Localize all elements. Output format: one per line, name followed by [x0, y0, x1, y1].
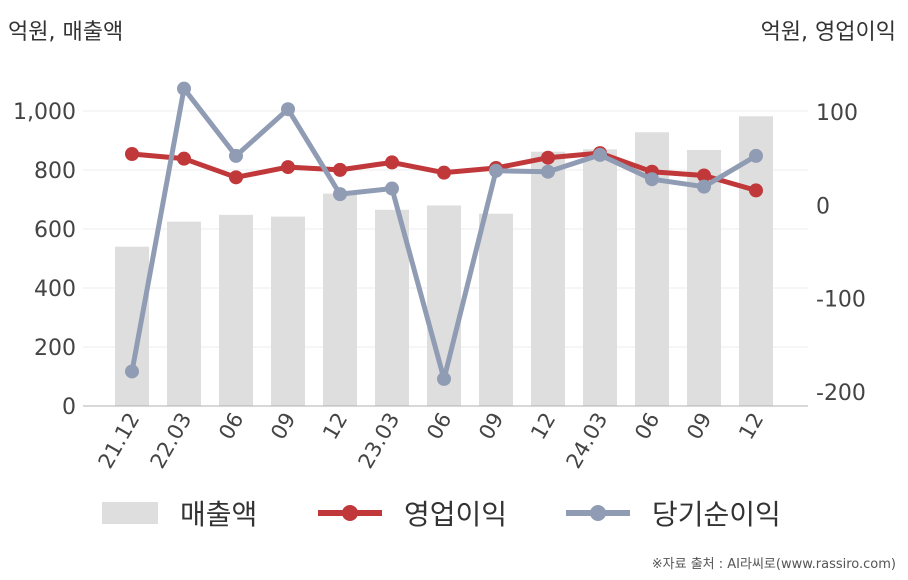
source-note: ※자료 출처 : AI라씨로(www.rassiro.com): [651, 557, 896, 572]
x-tick-label: 12: [734, 409, 768, 444]
bar-revenue: [115, 246, 149, 406]
y-right-tick-label: -200: [816, 381, 866, 406]
point-net-income: [541, 164, 555, 179]
y-left-tick-label: 800: [34, 159, 76, 184]
point-net-income: [749, 148, 763, 163]
legend-label-revenue: 매출액: [180, 498, 258, 531]
x-tick-label: 12: [526, 409, 560, 444]
point-net-income: [489, 163, 503, 178]
x-tick-label: 09: [474, 409, 508, 444]
point-operating-profit: [385, 155, 399, 170]
bar-revenue: [583, 149, 617, 406]
point-operating-profit: [125, 147, 139, 161]
bar-revenue: [219, 214, 253, 406]
combo-chart: 0 200 400 600 800 1,000 -200 -100 0 100 21.12 22.03…: [13, 81, 866, 473]
x-tick-label: 09: [266, 409, 300, 444]
y-left-tick-label: 600: [34, 218, 76, 243]
y-left-tick-label: 1,000: [13, 100, 76, 125]
legend-swatch-revenue: [102, 502, 158, 524]
point-net-income: [593, 147, 607, 162]
point-operating-profit: [177, 151, 191, 166]
bar-revenue: [271, 216, 305, 406]
y-left-tick-label: 200: [34, 336, 76, 361]
y-right-tick-label: 0: [816, 194, 830, 219]
bar-revenue: [479, 213, 513, 406]
point-operating-profit: [697, 168, 711, 183]
bar-revenue: [375, 209, 409, 406]
legend-swatch-operating-profit: [318, 502, 382, 524]
point-operating-profit: [229, 170, 243, 185]
point-operating-profit: [333, 162, 347, 177]
left-axis-unit: 억원, 매출액: [8, 20, 124, 45]
y-right-tick-label: -100: [816, 288, 866, 313]
point-net-income: [697, 179, 711, 194]
x-tick-label: 23.03: [353, 409, 404, 473]
profit-lines: [125, 81, 763, 386]
legend-item-operating-profit: 영업이익: [318, 488, 507, 538]
legend-swatch-net-income: [566, 502, 630, 524]
x-tick-label: 22.03: [145, 409, 196, 473]
point-operating-profit: [749, 183, 763, 198]
legend-item-revenue: 매출액: [102, 488, 257, 538]
point-operating-profit: [281, 160, 295, 175]
point-net-income: [645, 172, 659, 187]
bar-revenue: [323, 193, 357, 406]
x-tick-label: 21.12: [93, 409, 144, 473]
y-left-tick-label: 400: [34, 277, 76, 302]
right-axis-unit: 억원, 영업이익: [760, 20, 896, 45]
revenue-bars: [115, 116, 773, 407]
x-tick-label: 12: [318, 409, 352, 444]
x-tick-label: 06: [214, 409, 248, 444]
legend-label-net-income: 당기순이익: [652, 498, 781, 531]
point-net-income: [437, 371, 451, 386]
point-net-income: [229, 148, 243, 163]
legend-label-operating-profit: 영업이익: [404, 498, 508, 531]
point-net-income: [177, 81, 191, 96]
x-tick-label: 06: [630, 409, 664, 444]
legend-item-net-income: 당기순이익: [566, 488, 781, 538]
x-tick-label: 06: [422, 409, 456, 444]
point-operating-profit: [541, 150, 555, 165]
point-operating-profit: [437, 165, 451, 180]
point-net-income: [333, 187, 347, 202]
bar-revenue: [531, 151, 565, 406]
bar-revenue: [167, 221, 201, 406]
x-tick-label: 24.03: [561, 409, 612, 473]
y-left-tick-label: 0: [62, 395, 76, 420]
legend: 매출액 영업이익 당기순이익: [0, 488, 908, 538]
x-tick-label: 09: [682, 409, 716, 444]
y-right-tick-label: 100: [816, 101, 858, 126]
point-net-income: [125, 364, 139, 379]
point-net-income: [281, 102, 295, 117]
point-net-income: [385, 181, 399, 196]
